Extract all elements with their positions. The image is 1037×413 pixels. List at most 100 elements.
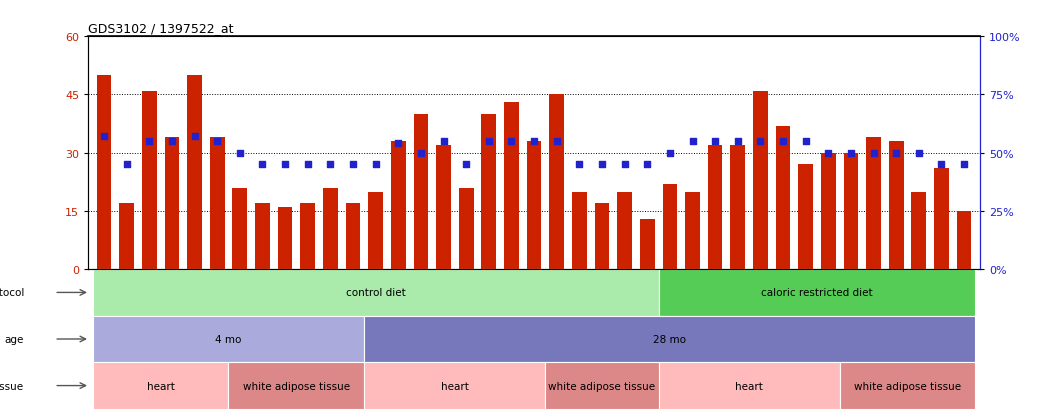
Point: [344, 161, 361, 168]
Point: [413, 150, 429, 157]
Point: [639, 161, 655, 168]
Point: [300, 161, 316, 168]
Point: [277, 161, 293, 168]
Bar: [912, 192, 926, 270]
Text: tissue: tissue: [0, 381, 24, 391]
Bar: [730, 146, 746, 270]
Text: GDS3102 / 1397522_at: GDS3102 / 1397522_at: [88, 21, 233, 35]
Bar: [301, 204, 315, 270]
Bar: [957, 211, 972, 270]
Text: 4 mo: 4 mo: [216, 334, 242, 344]
Bar: [594, 204, 610, 270]
Bar: [640, 219, 654, 270]
Point: [752, 138, 768, 145]
Point: [141, 138, 158, 145]
Bar: [840, 363, 976, 409]
Bar: [232, 188, 247, 270]
Point: [436, 138, 452, 145]
Bar: [364, 363, 545, 409]
Text: white adipose tissue: white adipose tissue: [549, 381, 655, 391]
Bar: [821, 153, 836, 270]
Text: caloric restricted diet: caloric restricted diet: [761, 288, 873, 298]
Bar: [572, 192, 587, 270]
Bar: [550, 95, 564, 270]
Text: control diet: control diet: [345, 288, 405, 298]
Point: [662, 150, 678, 157]
Text: growth protocol: growth protocol: [0, 288, 24, 298]
Point: [910, 150, 927, 157]
Bar: [364, 316, 976, 363]
Bar: [228, 363, 364, 409]
Point: [956, 161, 973, 168]
Point: [367, 161, 384, 168]
Bar: [187, 76, 202, 270]
Bar: [663, 184, 677, 270]
Bar: [92, 316, 364, 363]
Text: white adipose tissue: white adipose tissue: [243, 381, 349, 391]
Point: [549, 138, 565, 145]
Bar: [96, 76, 111, 270]
Bar: [368, 192, 383, 270]
Point: [933, 161, 950, 168]
Bar: [866, 138, 881, 270]
Point: [503, 138, 520, 145]
Text: heart: heart: [146, 381, 174, 391]
Bar: [119, 204, 134, 270]
Point: [593, 161, 610, 168]
Bar: [776, 126, 790, 270]
Bar: [658, 363, 840, 409]
Bar: [617, 192, 632, 270]
Point: [254, 161, 271, 168]
Point: [526, 138, 542, 145]
Point: [571, 161, 588, 168]
Bar: [414, 114, 428, 270]
Bar: [843, 153, 859, 270]
Point: [95, 134, 112, 140]
Text: heart: heart: [735, 381, 763, 391]
Bar: [481, 114, 496, 270]
Bar: [437, 146, 451, 270]
Point: [231, 150, 248, 157]
Point: [616, 161, 633, 168]
Bar: [545, 363, 658, 409]
Bar: [92, 363, 228, 409]
Point: [323, 161, 339, 168]
Point: [843, 150, 860, 157]
Bar: [527, 142, 541, 270]
Bar: [658, 270, 976, 316]
Point: [480, 138, 497, 145]
Text: 28 mo: 28 mo: [653, 334, 686, 344]
Bar: [255, 204, 270, 270]
Bar: [798, 165, 813, 270]
Bar: [685, 192, 700, 270]
Bar: [504, 103, 518, 270]
Text: heart: heart: [441, 381, 469, 391]
Point: [684, 138, 701, 145]
Bar: [323, 188, 338, 270]
Bar: [345, 204, 360, 270]
Point: [118, 161, 135, 168]
Point: [390, 141, 407, 147]
Text: white adipose tissue: white adipose tissue: [854, 381, 961, 391]
Point: [797, 138, 814, 145]
Point: [820, 150, 837, 157]
Bar: [391, 142, 405, 270]
Text: age: age: [4, 334, 24, 344]
Point: [164, 138, 180, 145]
Point: [888, 150, 904, 157]
Point: [187, 134, 203, 140]
Bar: [458, 188, 474, 270]
Bar: [165, 138, 179, 270]
Bar: [278, 207, 292, 270]
Point: [458, 161, 475, 168]
Bar: [889, 142, 903, 270]
Point: [707, 138, 724, 145]
Bar: [92, 270, 658, 316]
Point: [208, 138, 225, 145]
Bar: [753, 91, 767, 270]
Point: [729, 138, 746, 145]
Point: [775, 138, 791, 145]
Bar: [934, 169, 949, 270]
Bar: [142, 91, 157, 270]
Bar: [209, 138, 225, 270]
